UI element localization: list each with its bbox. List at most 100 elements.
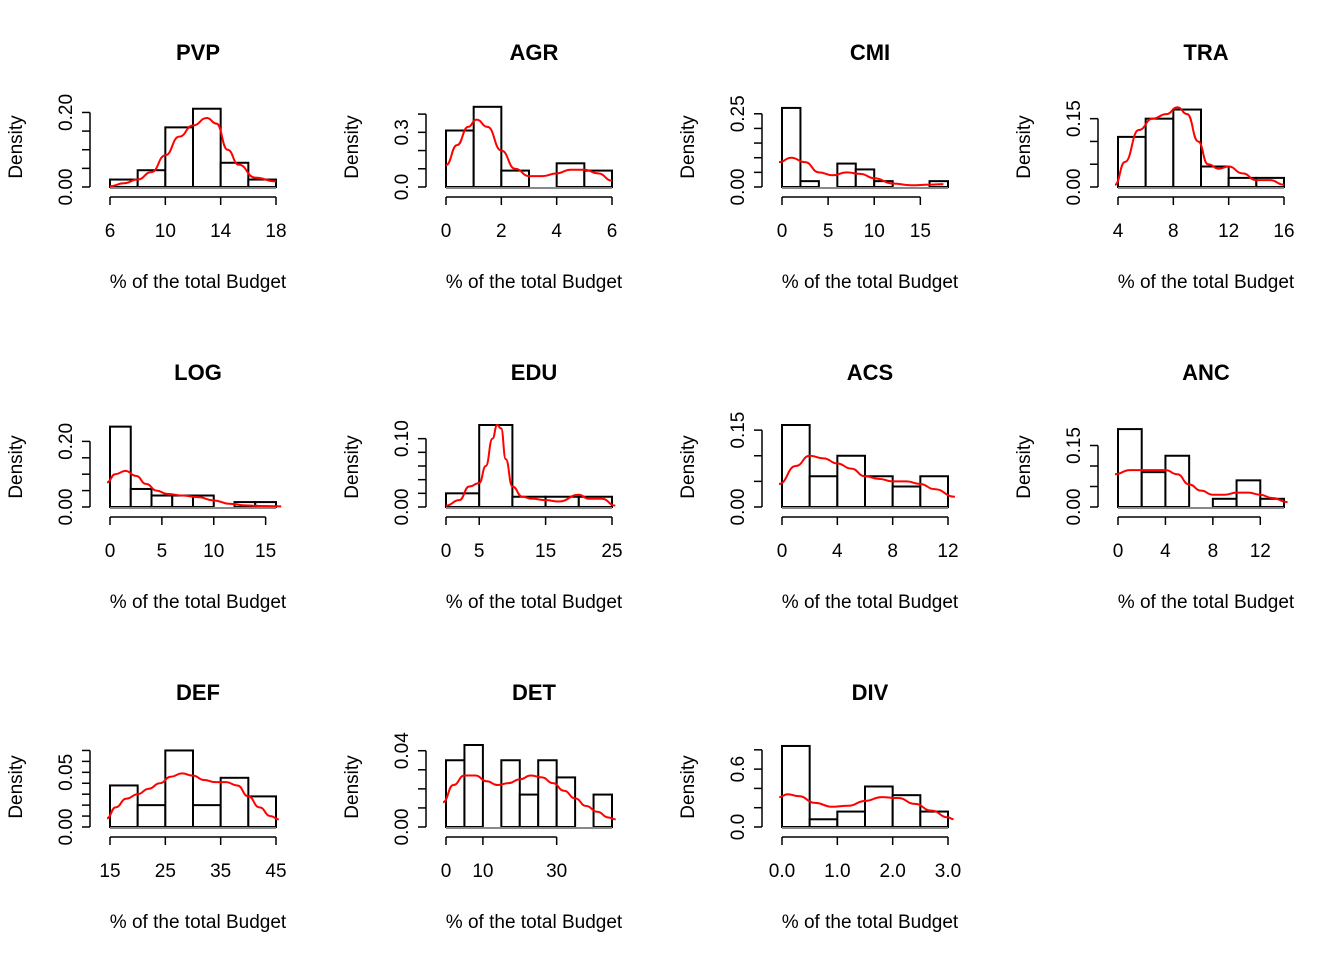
histogram-bar [555, 776, 577, 828]
histogram-bar [1140, 471, 1167, 508]
density-curve [445, 118, 613, 182]
histogram-bar [109, 425, 132, 509]
x-tick-label: 0 [105, 541, 116, 562]
density-curve [442, 774, 616, 821]
y-tick-label: 0.00 [56, 169, 77, 206]
y-tick-label: 0.00 [728, 169, 749, 206]
panel-title: ANC [1182, 360, 1230, 385]
x-tick-label: 4 [1113, 221, 1124, 242]
panel-pvp: PVP % of the total Budget Density 6 10 14 18 0.… [6, 40, 287, 293]
x-axis-label: % of the total Budget [782, 912, 959, 933]
histogram-bar [555, 162, 586, 188]
y-axis-label: Density [678, 755, 699, 819]
x-tick-label: 15 [910, 221, 931, 242]
y-tick-label: 0.10 [392, 420, 413, 457]
x-axis-label: % of the total Budget [782, 592, 959, 613]
y-tick-label: 0.0 [728, 814, 749, 840]
x-tick-label: 4 [832, 541, 843, 562]
x-axis-label: % of the total Budget [446, 272, 623, 293]
x-tick-label: 0 [441, 221, 452, 242]
x-tick-label: 6 [105, 221, 116, 242]
y-tick-label: 0.20 [56, 423, 77, 460]
y-tick-label: 0.15 [1064, 100, 1085, 137]
density-curve [1114, 106, 1285, 186]
y-tick-label: 0.00 [1064, 489, 1085, 526]
x-tick-label: 0 [1113, 541, 1124, 562]
panel-title: PVP [176, 40, 220, 65]
y-axis-label: Density [1014, 115, 1035, 179]
y-tick-label: 0.20 [56, 94, 77, 131]
panel-title: DIV [852, 680, 889, 705]
histogram-bar [463, 744, 484, 828]
panel-title: DEF [176, 680, 220, 705]
histogram-bar [518, 793, 540, 829]
histogram-bar [136, 804, 167, 829]
x-tick-label: 35 [210, 861, 231, 882]
y-tick-label: 0.3 [392, 119, 413, 145]
y-axis-label: Density [6, 115, 27, 179]
histogram-bar [836, 810, 866, 828]
y-axis-label: Density [678, 435, 699, 499]
x-axis-label: % of the total Budget [1118, 272, 1295, 293]
y-tick-label: 0.6 [728, 756, 749, 782]
x-tick-label: 8 [1168, 221, 1179, 242]
histogram-bar [500, 759, 521, 828]
x-tick-label: 8 [1208, 541, 1219, 562]
density-curve [106, 469, 282, 508]
panel-tra: TRA % of the total Budget Density 4 8 12 16 0.0… [1014, 40, 1295, 293]
x-tick-label: 4 [1160, 541, 1171, 562]
x-axis-label: % of the total Budget [110, 912, 287, 933]
histogram-bar [164, 749, 194, 829]
histogram-bar [808, 475, 839, 508]
density-curve [106, 772, 279, 821]
histogram-bar [781, 744, 811, 829]
histogram-bar [500, 169, 531, 189]
x-tick-label: 0 [777, 541, 788, 562]
density-curve [778, 156, 944, 187]
x-tick-label: 10 [203, 541, 224, 562]
panel-det: DET % of the total Budget Density 0 10 30 0.00… [342, 680, 623, 933]
y-tick-label: 0.0 [392, 174, 413, 200]
y-tick-label: 0.00 [392, 489, 413, 526]
histogram-bar [1211, 497, 1238, 508]
x-tick-label: 8 [887, 541, 898, 562]
density-curve [1114, 469, 1288, 504]
panel-title: TRA [1183, 40, 1228, 65]
panel-def: DEF % of the total Budget Density 15 25 35 45 0… [6, 680, 287, 933]
histogram-bar [1172, 108, 1203, 188]
panel-title: AGR [510, 40, 559, 65]
y-tick-label: 0.04 [392, 732, 413, 769]
histogram-bar [109, 784, 139, 828]
x-axis-label: % of the total Budget [110, 272, 287, 293]
y-axis-label: Density [678, 115, 699, 179]
panel-title: LOG [174, 360, 222, 385]
panel-title: EDU [511, 360, 557, 385]
panel-agr: AGR % of the total Budget Density 0 2 4 6 0.0 0.… [342, 40, 623, 293]
x-tick-label: 12 [1250, 541, 1271, 562]
x-axis-label: % of the total Budget [1118, 592, 1295, 613]
x-tick-label: 1.0 [824, 861, 850, 882]
panel-title: DET [512, 680, 557, 705]
panel-edu: EDU % of the total Budget Density 0 5 15 25 0.0… [342, 360, 623, 613]
x-tick-label: 12 [1218, 221, 1239, 242]
histogram-bar [537, 759, 558, 828]
x-tick-label: 10 [472, 861, 493, 882]
histogram-bar [1200, 165, 1230, 188]
x-tick-label: 0 [777, 221, 788, 242]
x-tick-label: 5 [823, 221, 834, 242]
panel-anc: ANC % of the total Budget Density 0 4 8 12 0.00… [1014, 360, 1295, 613]
x-tick-label: 30 [546, 861, 567, 882]
x-axis-label: % of the total Budget [446, 912, 623, 933]
histogram-bar [1144, 117, 1175, 188]
histogram-bar [808, 818, 839, 828]
x-tick-label: 25 [155, 861, 176, 882]
y-tick-label: 0.00 [56, 809, 77, 846]
y-tick-label: 0.25 [728, 95, 749, 132]
x-axis-label: % of the total Budget [782, 272, 959, 293]
panel-cmi: CMI % of the total Budget Density 0 5 10 15 0.0… [678, 40, 959, 293]
x-tick-label: 12 [937, 541, 958, 562]
x-axis-label: % of the total Budget [446, 592, 623, 613]
x-tick-label: 0 [441, 541, 452, 562]
panel-title: CMI [850, 40, 890, 65]
histogram-bar [192, 804, 222, 829]
